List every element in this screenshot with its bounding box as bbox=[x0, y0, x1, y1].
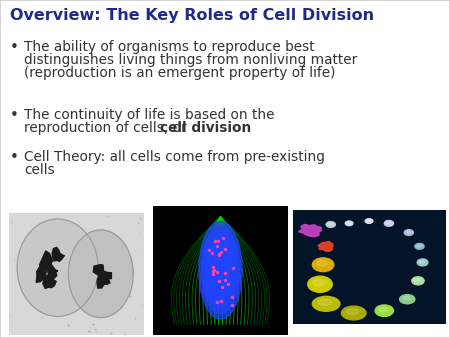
Text: •: • bbox=[10, 40, 19, 55]
Polygon shape bbox=[52, 247, 64, 261]
Ellipse shape bbox=[379, 307, 388, 312]
Text: Overview: The Key Roles of Cell Division: Overview: The Key Roles of Cell Division bbox=[10, 8, 374, 23]
Ellipse shape bbox=[415, 243, 424, 249]
Polygon shape bbox=[209, 244, 232, 297]
Text: The continuity of life is based on the: The continuity of life is based on the bbox=[24, 108, 274, 122]
Polygon shape bbox=[17, 219, 98, 316]
Text: Cell Theory: all cells come from pre-existing: Cell Theory: all cells come from pre-exi… bbox=[24, 150, 325, 164]
Polygon shape bbox=[214, 255, 227, 286]
Ellipse shape bbox=[345, 221, 353, 226]
Ellipse shape bbox=[318, 299, 332, 305]
Ellipse shape bbox=[317, 261, 328, 266]
Polygon shape bbox=[101, 271, 112, 284]
Ellipse shape bbox=[403, 296, 410, 300]
Polygon shape bbox=[93, 265, 104, 277]
Text: •: • bbox=[10, 108, 19, 123]
Ellipse shape bbox=[313, 280, 325, 286]
Ellipse shape bbox=[365, 219, 373, 223]
Ellipse shape bbox=[328, 223, 333, 225]
Ellipse shape bbox=[308, 276, 332, 292]
Polygon shape bbox=[318, 241, 333, 251]
Polygon shape bbox=[68, 230, 133, 318]
Polygon shape bbox=[40, 251, 53, 270]
Ellipse shape bbox=[417, 259, 428, 266]
Ellipse shape bbox=[406, 231, 410, 233]
Ellipse shape bbox=[312, 258, 334, 272]
Polygon shape bbox=[201, 227, 240, 314]
Polygon shape bbox=[206, 238, 235, 303]
Ellipse shape bbox=[414, 279, 420, 282]
Ellipse shape bbox=[417, 245, 421, 247]
Ellipse shape bbox=[342, 306, 366, 320]
Text: distinguishes living things from nonliving matter: distinguishes living things from nonlivi… bbox=[24, 53, 357, 67]
Ellipse shape bbox=[412, 277, 424, 285]
Polygon shape bbox=[97, 272, 106, 288]
Polygon shape bbox=[199, 222, 242, 319]
Ellipse shape bbox=[404, 230, 414, 235]
Ellipse shape bbox=[312, 296, 340, 311]
Text: reproduction of cells, or: reproduction of cells, or bbox=[24, 121, 191, 135]
Polygon shape bbox=[216, 261, 225, 280]
Polygon shape bbox=[211, 249, 230, 291]
Ellipse shape bbox=[384, 220, 393, 226]
Text: The ability of organisms to reproduce best: The ability of organisms to reproduce be… bbox=[24, 40, 315, 54]
Ellipse shape bbox=[386, 222, 391, 224]
Text: cell division: cell division bbox=[160, 121, 252, 135]
Ellipse shape bbox=[367, 220, 370, 221]
Text: cells: cells bbox=[24, 163, 55, 177]
Text: (reproduction is an emergent property of life): (reproduction is an emergent property of… bbox=[24, 66, 336, 80]
Polygon shape bbox=[36, 265, 47, 282]
Polygon shape bbox=[298, 224, 322, 237]
Polygon shape bbox=[47, 265, 58, 282]
Ellipse shape bbox=[346, 309, 359, 314]
Ellipse shape bbox=[347, 222, 351, 224]
Ellipse shape bbox=[326, 222, 335, 227]
Ellipse shape bbox=[400, 295, 415, 304]
Ellipse shape bbox=[375, 305, 393, 316]
Polygon shape bbox=[43, 273, 56, 288]
Polygon shape bbox=[204, 233, 237, 308]
Text: •: • bbox=[10, 150, 19, 165]
Ellipse shape bbox=[419, 260, 425, 263]
